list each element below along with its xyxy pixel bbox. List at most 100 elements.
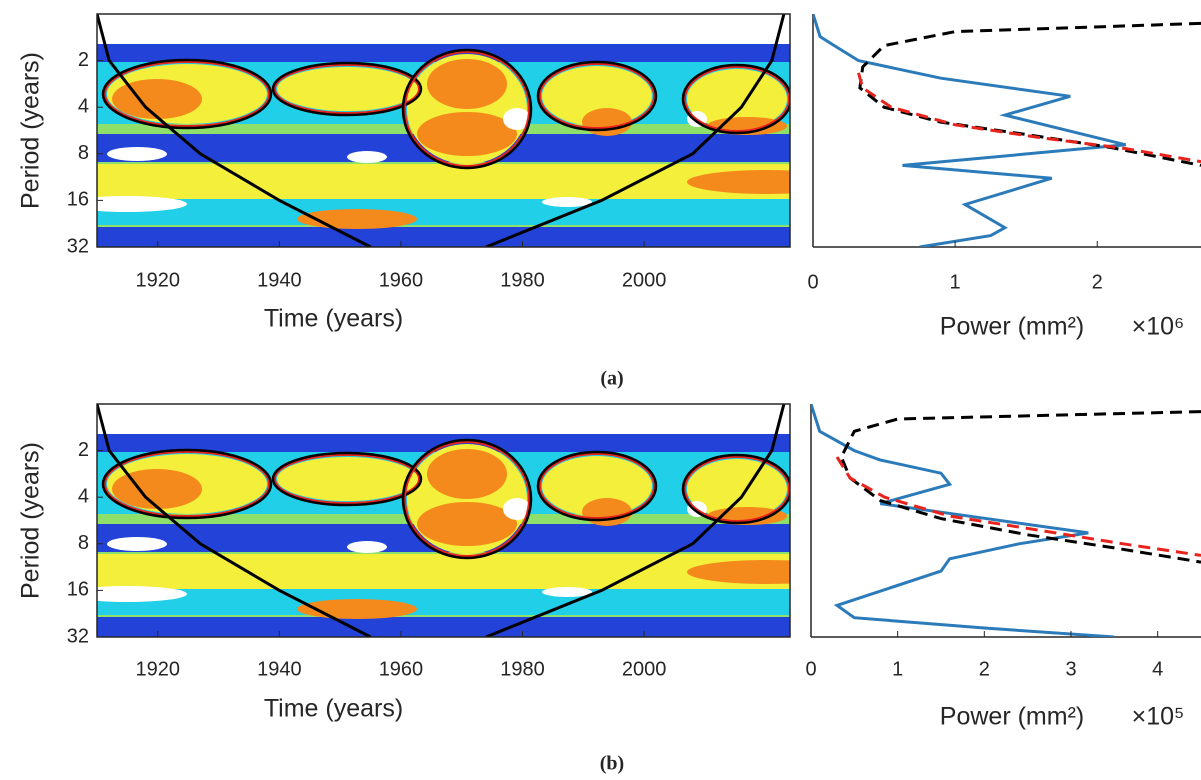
x-tick-label: 1940 [257, 269, 302, 291]
contour-fill [97, 404, 790, 637]
significance-contour [536, 60, 658, 132]
global-spectrum [813, 14, 1201, 247]
significance-contour [684, 456, 790, 522]
power-line [813, 14, 1127, 247]
contour-blob [582, 108, 632, 136]
plot-frame [96, 403, 791, 638]
wavelet-panel [97, 14, 790, 247]
contour-blob [107, 537, 167, 551]
contour-band [97, 227, 790, 247]
plot-frame [96, 13, 791, 248]
contour-blob [277, 457, 417, 501]
y-tick-label: 4 [78, 485, 89, 507]
y-tick-label: 2 [78, 49, 89, 71]
contour-blob [347, 541, 387, 553]
x-tick-label: 1940 [257, 658, 302, 680]
contour-blob [112, 469, 202, 509]
contour-blob [427, 59, 507, 109]
x-tick-label: 2000 [622, 269, 667, 291]
contour-blob [417, 112, 517, 156]
contour-blob [417, 502, 517, 546]
significance-contour [274, 64, 420, 114]
x-multiplier: ×10⁵ [1132, 703, 1185, 731]
y-axis-label: Period (years) [17, 442, 45, 599]
significance-contour [539, 453, 655, 519]
x-tick-label: 1920 [136, 658, 181, 680]
contour-band [97, 617, 790, 637]
y-tick-label: 32 [67, 235, 89, 257]
y-tick-label: 8 [78, 142, 89, 164]
x-axis-label: Power (mm²) [940, 703, 1084, 731]
contour-blob [687, 459, 787, 519]
x-tick-label: 2 [1092, 271, 1103, 293]
contour-blob [687, 69, 787, 129]
power-line [811, 404, 1115, 637]
x-axis-label: Time (years) [264, 695, 403, 723]
significance-contour [681, 453, 790, 525]
x-tick-label: 4 [1152, 658, 1163, 680]
x-tick-label: 0 [805, 658, 816, 680]
cone-of-influence [97, 404, 372, 637]
x-tick-label: 3 [1065, 658, 1076, 680]
significance-contour [104, 61, 270, 127]
contour-band [97, 404, 790, 434]
x-tick-label: 2 [979, 658, 990, 680]
contour-blob [97, 196, 187, 212]
contour-band [97, 589, 790, 615]
significance-contour [101, 58, 273, 130]
cone-of-influence [485, 14, 786, 247]
significance-contour [684, 66, 790, 132]
significance-contour [404, 441, 530, 557]
significance-contour [404, 51, 530, 167]
y-tick-label: 32 [67, 625, 89, 647]
significance-contour [401, 48, 533, 170]
contour-fill [97, 14, 790, 247]
significance-contour [101, 448, 273, 520]
significance-contour [271, 451, 423, 507]
contour-blob [503, 498, 531, 520]
cone-of-influence [97, 14, 372, 247]
contour-blob [112, 79, 202, 119]
significance-contour [274, 454, 420, 504]
caption: (b) [600, 753, 624, 775]
contour-blob [542, 66, 652, 126]
caption: (a) [600, 368, 623, 390]
significance-contour [104, 451, 270, 517]
y-tick-label: 16 [67, 189, 89, 211]
contour-band [97, 164, 790, 199]
contour-band [97, 14, 790, 44]
significance-contour [401, 438, 533, 560]
x-axis-label: Power (mm²) [940, 313, 1084, 341]
y-tick-label: 2 [78, 439, 89, 461]
x-tick-label: 1 [892, 658, 903, 680]
x-tick-label: 1 [950, 271, 961, 293]
x-multiplier: ×10⁶ [1132, 313, 1185, 341]
x-axis-label: Time (years) [264, 305, 403, 333]
x-tick-label: 2000 [622, 658, 667, 680]
significance-line [857, 72, 1201, 164]
x-tick-label: 1960 [379, 658, 424, 680]
y-axis-label: Period (years) [17, 52, 45, 209]
significance-contour [539, 63, 655, 129]
contour-blob [542, 587, 592, 597]
significance-contour [536, 450, 658, 522]
contour-blob [427, 449, 507, 499]
x-tick-label: 1920 [136, 269, 181, 291]
contour-blob [687, 170, 790, 194]
x-tick-label: 0 [807, 271, 818, 293]
contour-blob [687, 560, 790, 584]
y-tick-label: 8 [78, 532, 89, 554]
contour-blob [347, 151, 387, 163]
cone-of-influence [485, 404, 786, 637]
wavelet-panel [97, 404, 790, 637]
significance-contour [681, 63, 790, 135]
x-tick-label: 1980 [500, 269, 545, 291]
contour-blob [582, 498, 632, 526]
contour-band [97, 554, 790, 589]
y-tick-label: 4 [78, 95, 89, 117]
contour-band [97, 199, 790, 225]
significance-line [858, 21, 1201, 167]
x-tick-label: 1960 [379, 269, 424, 291]
